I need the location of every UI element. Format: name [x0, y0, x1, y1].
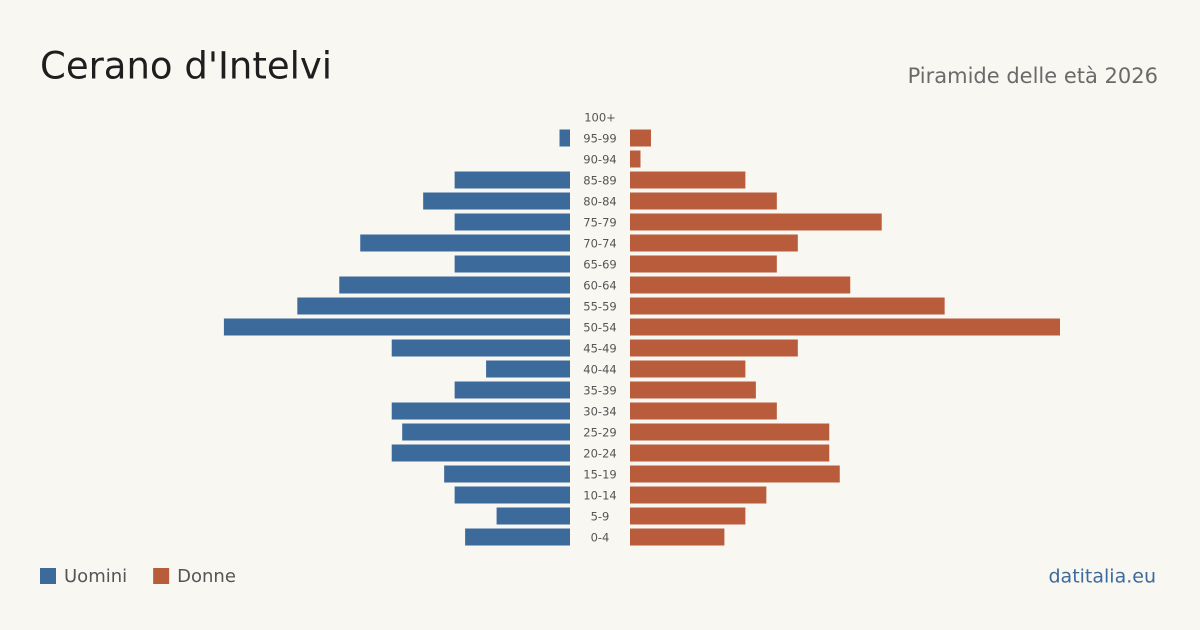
bar — [454, 381, 570, 399]
bar — [423, 192, 570, 210]
bar — [630, 528, 725, 546]
age-label: 40-44 — [583, 363, 616, 377]
legend-swatch — [40, 568, 56, 584]
age-label: 95-99 — [583, 132, 616, 146]
bar — [630, 318, 1060, 336]
bar — [391, 339, 570, 357]
age-label: 65-69 — [583, 258, 616, 272]
bar — [297, 297, 570, 315]
bar — [339, 276, 570, 294]
bar — [630, 192, 777, 210]
bar — [486, 360, 570, 378]
bar — [444, 465, 570, 483]
age-label: 80-84 — [583, 195, 616, 209]
age-label: 5-9 — [591, 510, 610, 524]
bar — [630, 444, 830, 462]
bar — [454, 255, 570, 273]
age-label: 55-59 — [583, 300, 616, 314]
bar — [630, 213, 882, 231]
bar — [559, 129, 570, 147]
age-label: 35-39 — [583, 384, 616, 398]
bar — [630, 297, 945, 315]
bar — [630, 381, 756, 399]
age-label: 0-4 — [591, 531, 610, 545]
bar — [465, 528, 570, 546]
bar — [454, 213, 570, 231]
legend-label: Donne — [177, 566, 236, 587]
age-label: 60-64 — [583, 279, 616, 293]
bar — [391, 444, 570, 462]
age-label: 85-89 — [583, 174, 616, 188]
age-label: 20-24 — [583, 447, 616, 461]
bar — [630, 150, 641, 168]
bar — [630, 171, 746, 189]
legend-swatch — [153, 568, 170, 584]
bar — [630, 465, 840, 483]
bar — [630, 129, 651, 147]
bar — [454, 486, 570, 504]
bar — [630, 234, 798, 252]
bar — [630, 276, 851, 294]
bar — [391, 402, 570, 420]
legend-label: Uomini — [64, 566, 127, 587]
chart-subtitle: Piramide delle età 2026 — [908, 64, 1158, 88]
age-label: 90-94 — [583, 153, 616, 167]
bar — [630, 507, 746, 525]
age-label: 50-54 — [583, 321, 616, 335]
bar — [630, 255, 777, 273]
age-label: 15-19 — [583, 468, 616, 482]
bar — [630, 360, 746, 378]
bar — [454, 171, 570, 189]
age-label: 100+ — [584, 111, 616, 125]
chart-title: Cerano d'Intelvi — [40, 45, 332, 88]
bar — [630, 402, 777, 420]
age-label: 10-14 — [583, 489, 616, 503]
bar — [402, 423, 570, 441]
bar — [360, 234, 570, 252]
age-label: 75-79 — [583, 216, 616, 230]
bar — [223, 318, 570, 336]
age-label: 70-74 — [583, 237, 616, 251]
age-label: 45-49 — [583, 342, 616, 356]
age-label: 30-34 — [583, 405, 616, 419]
age-label: 25-29 — [583, 426, 616, 440]
bar — [630, 339, 798, 357]
bar — [630, 486, 767, 504]
bar — [630, 423, 830, 441]
source: datitalia.eu — [1049, 566, 1157, 588]
bar — [496, 507, 570, 525]
